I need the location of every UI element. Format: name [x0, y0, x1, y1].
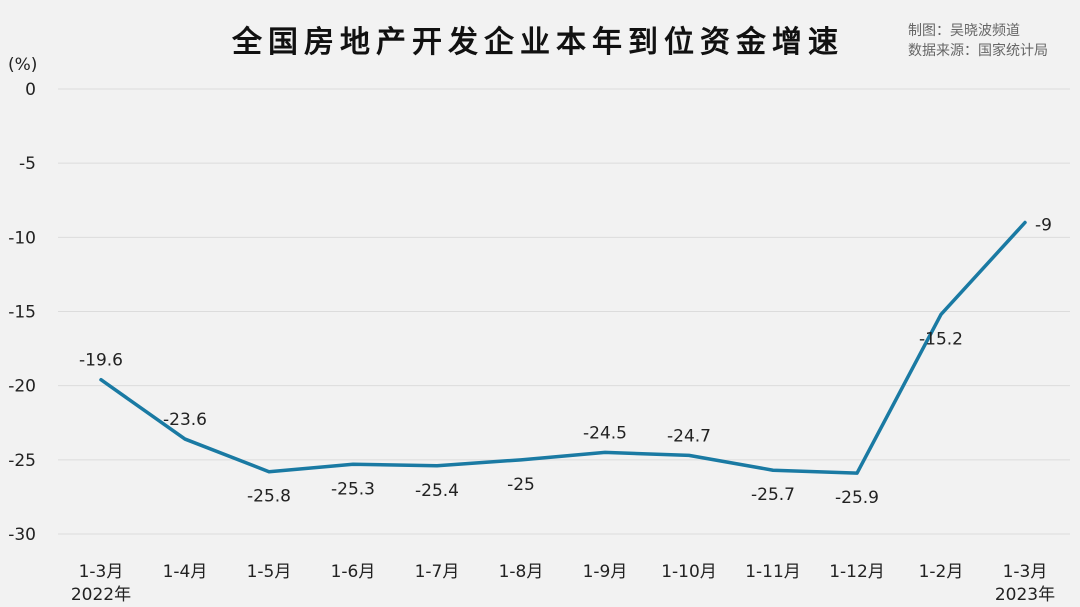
x-tick-label: 1-4月: [163, 562, 208, 582]
x-year-label: 2022年: [71, 585, 131, 605]
x-year-label: 2023年: [995, 585, 1055, 605]
data-label: -9: [1035, 216, 1052, 236]
grid-layer: [58, 88, 1070, 535]
y-tick-label: 0: [25, 80, 36, 100]
y-tick-label: -10: [8, 228, 36, 248]
x-tick-label: 1-12月: [829, 562, 885, 582]
data-label-layer: -19.6 -23.6 -25.8 -25.3 -25.4 -25 -24.5 -24.7 -2…: [79, 216, 1052, 509]
data-label: -15.2: [919, 329, 963, 349]
y-tick-label: -30: [8, 525, 36, 545]
x-tick-label: 1-9月: [583, 562, 628, 582]
y-axis-label: (%): [8, 55, 37, 75]
data-label: -24.7: [667, 426, 711, 446]
credit-source: 数据来源：国家统计局: [908, 42, 1048, 59]
y-tick-layer: 0 -5 -10 -15 -20 -25 -30: [8, 80, 36, 545]
y-tick-label: -25: [8, 451, 36, 471]
data-label: -25.3: [331, 479, 375, 499]
y-tick-label: -5: [19, 154, 36, 174]
data-label: -25: [507, 475, 535, 495]
credit-made-by: 制图：吴晓波频道: [908, 23, 1020, 39]
x-tick-label: 1-7月: [415, 562, 460, 582]
x-tick-label: 1-2月: [919, 562, 964, 582]
data-label: -25.7: [751, 485, 795, 505]
x-tick-label: 1-11月: [745, 562, 801, 582]
data-label: -19.6: [79, 351, 123, 371]
line-layer: [99, 220, 1027, 475]
data-label: -24.5: [583, 423, 627, 443]
data-label: -25.4: [415, 481, 459, 501]
y-tick-label: -20: [8, 377, 36, 397]
x-tick-label: 1-5月: [247, 562, 292, 582]
x-tick-label: 1-3月: [79, 562, 124, 582]
x-tick-layer: 1-3月 2022年 1-4月 1-5月 1-6月 1-7月 1-8月 1-9月 1-10月 1-…: [71, 562, 1055, 605]
x-tick-label: 1-3月: [1003, 562, 1048, 582]
data-label: -25.8: [247, 487, 291, 507]
chart-title: 全国房地产开发企业本年到位资金增速: [231, 25, 844, 60]
y-tick-label: -15: [8, 303, 36, 323]
x-tick-label: 1-8月: [499, 562, 544, 582]
x-tick-label: 1-6月: [331, 562, 376, 582]
data-label: -23.6: [163, 410, 207, 430]
series-line: [99, 220, 1027, 475]
x-tick-label: 1-10月: [661, 562, 717, 582]
data-label: -25.9: [835, 488, 879, 508]
